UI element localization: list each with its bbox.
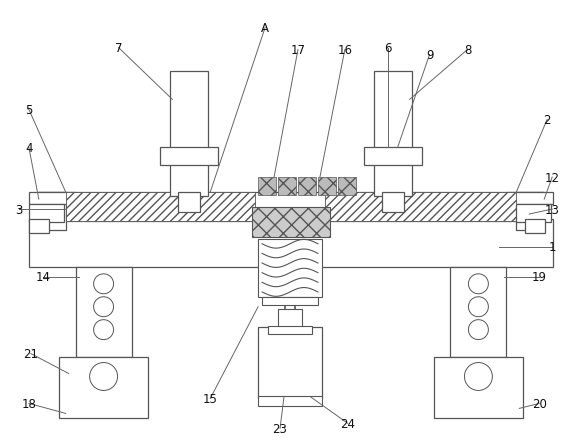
- Circle shape: [94, 274, 113, 294]
- Bar: [508, 193, 553, 205]
- Circle shape: [469, 274, 488, 294]
- Text: 17: 17: [290, 44, 306, 57]
- Bar: [76, 267, 132, 357]
- Bar: [38, 193, 66, 230]
- Bar: [278, 309, 302, 329]
- Bar: [258, 327, 322, 399]
- Text: 2: 2: [544, 113, 551, 127]
- Text: 8: 8: [464, 44, 471, 57]
- Bar: [298, 178, 316, 196]
- Circle shape: [94, 297, 113, 317]
- Bar: [178, 193, 200, 212]
- Circle shape: [94, 320, 113, 340]
- Circle shape: [469, 297, 488, 317]
- Text: 5: 5: [25, 104, 33, 117]
- Circle shape: [469, 320, 488, 340]
- Bar: [258, 240, 322, 297]
- Text: 7: 7: [115, 42, 122, 55]
- Bar: [516, 205, 551, 223]
- Text: 14: 14: [36, 271, 50, 284]
- Text: 12: 12: [545, 171, 560, 184]
- Text: 15: 15: [203, 392, 218, 405]
- Bar: [364, 148, 421, 166]
- Text: 19: 19: [532, 271, 546, 284]
- Bar: [516, 193, 544, 230]
- Bar: [278, 178, 296, 196]
- Polygon shape: [325, 193, 516, 222]
- Bar: [29, 219, 553, 267]
- Polygon shape: [66, 193, 255, 222]
- Text: 23: 23: [272, 422, 288, 435]
- Bar: [38, 193, 544, 222]
- Bar: [382, 193, 404, 212]
- Bar: [318, 178, 336, 196]
- Bar: [262, 297, 318, 305]
- Text: 16: 16: [338, 44, 352, 57]
- Text: 13: 13: [545, 203, 560, 216]
- Bar: [258, 178, 276, 196]
- Circle shape: [90, 363, 118, 391]
- Bar: [434, 357, 523, 418]
- Bar: [526, 219, 545, 233]
- Bar: [29, 219, 49, 233]
- Bar: [171, 72, 208, 197]
- Circle shape: [464, 363, 492, 391]
- Bar: [161, 148, 218, 166]
- Text: 1: 1: [548, 241, 556, 254]
- Text: 3: 3: [15, 203, 23, 216]
- Text: 6: 6: [384, 42, 392, 55]
- Bar: [258, 396, 322, 406]
- Text: 4: 4: [25, 141, 33, 154]
- Bar: [29, 193, 74, 205]
- Bar: [59, 357, 148, 418]
- Bar: [252, 208, 330, 237]
- Text: 20: 20: [532, 397, 546, 410]
- Text: 21: 21: [23, 347, 38, 360]
- Bar: [450, 267, 506, 357]
- Text: 24: 24: [340, 417, 356, 430]
- Bar: [338, 178, 356, 196]
- Text: 18: 18: [22, 397, 36, 410]
- Bar: [29, 205, 63, 223]
- Bar: [268, 326, 312, 334]
- Bar: [374, 72, 411, 197]
- Text: A: A: [261, 22, 269, 35]
- Text: 9: 9: [426, 49, 434, 62]
